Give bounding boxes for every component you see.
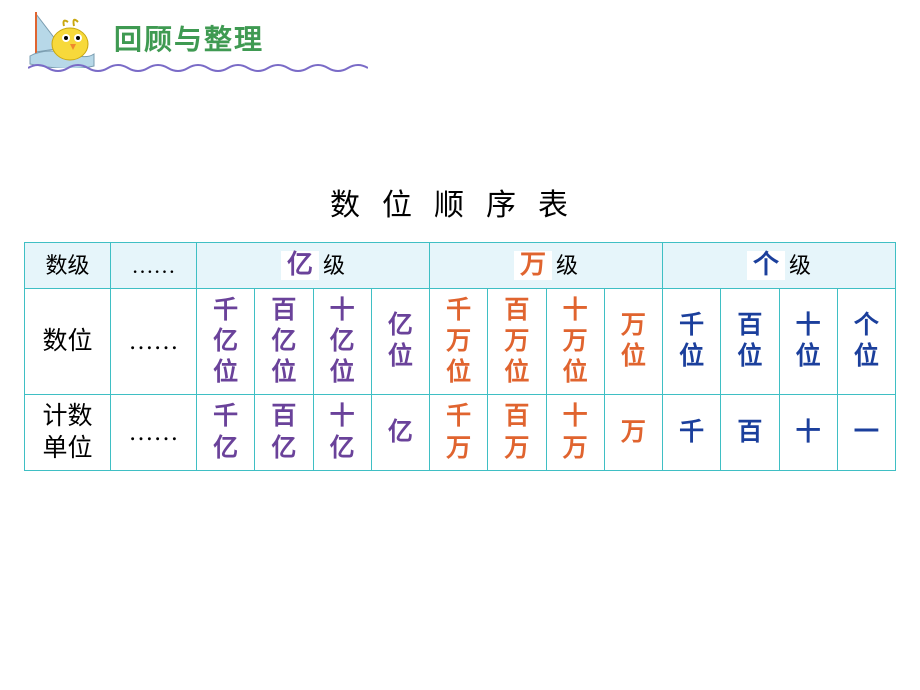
unit-cell: 百 (721, 395, 779, 471)
unit-cell: 百亿 (255, 395, 313, 471)
place-cell: 百万位 (488, 288, 546, 395)
place-cell: 千位 (663, 288, 721, 395)
place-value-table: 数级 …… 亿级 万级 个级 数位 …… 千亿位百亿位十亿位亿位千万位百万位十万… (24, 242, 896, 471)
place-cell: 百位 (721, 288, 779, 395)
place-cell: 百亿位 (255, 288, 313, 395)
unit-cell: 亿 (371, 395, 429, 471)
unit-cell: 万 (604, 395, 662, 471)
place-cell: 十位 (779, 288, 837, 395)
level-row-dots: …… (111, 243, 197, 289)
unit-cell: 一 (837, 395, 895, 471)
level-wan-highlight: 万 (514, 251, 552, 280)
place-row: 数位 …… 千亿位百亿位十亿位亿位千万位百万位十万位万位千位百位十位个位 (25, 288, 896, 395)
unit-row-dots: …… (111, 395, 197, 471)
header-title: 回顾与整理 (114, 18, 264, 58)
unit-cell: 千 (663, 395, 721, 471)
unit-row-label: 计数单位 (25, 395, 111, 471)
mascot-icon (28, 8, 96, 68)
unit-row: 计数单位 …… 千亿百亿十亿亿千万百万十万万千百十一 (25, 395, 896, 471)
level-ge-highlight: 个 (747, 251, 785, 280)
level-row: 数级 …… 亿级 万级 个级 (25, 243, 896, 289)
unit-cell: 千万 (430, 395, 488, 471)
level-yi: 亿级 (197, 243, 430, 289)
place-row-label: 数位 (25, 288, 111, 395)
unit-cell: 百万 (488, 395, 546, 471)
place-cell: 亿位 (371, 288, 429, 395)
content-area: 数位顺序表 数级 …… 亿级 万级 个级 数位 …… 千亿位百亿位十亿位亿位千万… (24, 180, 896, 471)
place-cell: 千万位 (430, 288, 488, 395)
page-header: 回顾与整理 (28, 8, 264, 68)
unit-cell: 十亿 (313, 395, 371, 471)
place-cell: 千亿位 (197, 288, 255, 395)
level-wan-suffix: 级 (556, 253, 578, 278)
place-cell: 十亿位 (313, 288, 371, 395)
level-yi-highlight: 亿 (281, 251, 319, 280)
header-wave (28, 62, 368, 74)
unit-cell: 千亿 (197, 395, 255, 471)
place-cell: 万位 (604, 288, 662, 395)
unit-cell: 十 (779, 395, 837, 471)
level-wan: 万级 (430, 243, 663, 289)
level-ge: 个级 (663, 243, 896, 289)
unit-cell: 十万 (546, 395, 604, 471)
level-row-label: 数级 (25, 243, 111, 289)
table-title: 数位顺序表 (24, 180, 896, 224)
place-row-dots: …… (111, 288, 197, 395)
place-cell: 个位 (837, 288, 895, 395)
level-ge-suffix: 级 (789, 253, 811, 278)
place-cell: 十万位 (546, 288, 604, 395)
level-yi-suffix: 级 (323, 253, 345, 278)
